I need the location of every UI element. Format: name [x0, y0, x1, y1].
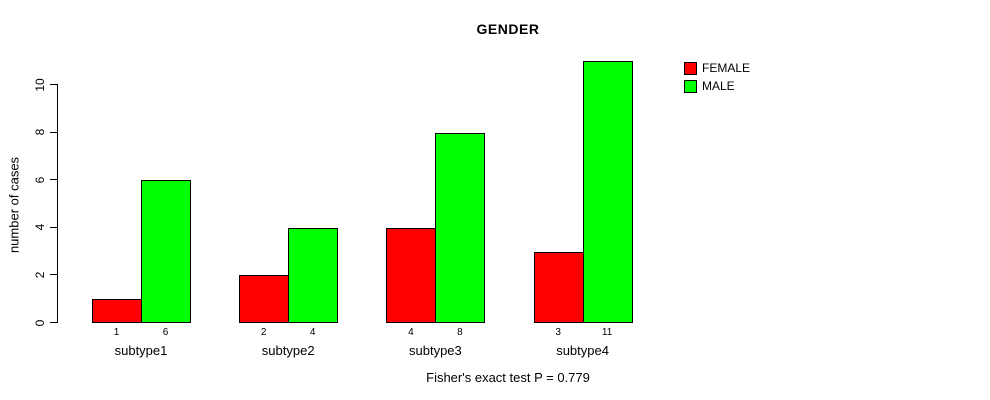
y-axis-tick-label: 10 — [33, 77, 47, 92]
y-axis-tick-label: 2 — [33, 271, 47, 279]
legend-label-female: FEMALE — [702, 61, 751, 75]
chart-title: GENDER — [476, 21, 540, 37]
bar-value-label-female-subtype1: 1 — [113, 327, 120, 338]
bar-male-subtype1 — [141, 180, 191, 323]
bar-value-label-female-subtype4: 3 — [555, 327, 561, 338]
y-axis-line — [57, 84, 58, 323]
y-axis-tick — [50, 322, 57, 323]
bar-female-subtype3 — [386, 228, 437, 323]
bar-value-label-male-subtype1: 6 — [162, 327, 169, 338]
x-axis-category-label-subtype1: subtype1 — [114, 343, 168, 358]
bar-male-subtype3 — [435, 133, 486, 323]
bar-female-subtype1 — [92, 299, 142, 323]
bar-value-label-female-subtype2: 2 — [260, 327, 267, 338]
bar-value-label-male-subtype4: 11 — [601, 327, 613, 338]
x-axis-category-label-subtype3: subtype3 — [409, 343, 462, 358]
legend: FEMALE MALE — [684, 61, 750, 97]
legend-item-male: MALE — [684, 79, 750, 93]
y-axis-tick-label: 6 — [33, 176, 47, 184]
y-axis-label: number of cases — [6, 156, 22, 254]
y-axis-tick — [50, 84, 57, 85]
y-axis-tick-label: 8 — [33, 128, 47, 136]
y-axis-tick — [50, 274, 57, 276]
y-axis-tick — [50, 131, 57, 133]
bar-value-label-female-subtype3: 4 — [408, 327, 414, 338]
bar-female-subtype2 — [239, 275, 290, 323]
bar-value-label-male-subtype2: 4 — [309, 327, 316, 338]
legend-label-male: MALE — [702, 79, 735, 93]
legend-swatch-female — [684, 61, 697, 75]
y-axis-tick — [50, 226, 57, 228]
x-axis-category-label-subtype4: subtype4 — [556, 343, 609, 358]
y-axis-tick — [50, 179, 57, 181]
legend-item-female: FEMALE — [684, 61, 750, 75]
bar-value-label-male-subtype3: 8 — [457, 327, 463, 338]
x-axis-category-label-subtype2: subtype2 — [261, 343, 315, 358]
legend-swatch-male — [684, 79, 697, 93]
bar-male-subtype4 — [582, 61, 633, 323]
bar-male-subtype2 — [288, 228, 339, 323]
bar-female-subtype4 — [533, 252, 584, 323]
y-axis-tick-label: 4 — [33, 223, 47, 231]
y-axis-tick-label: 0 — [33, 319, 47, 326]
caption-fisher-test: Fisher's exact test P = 0.779 — [426, 370, 590, 385]
